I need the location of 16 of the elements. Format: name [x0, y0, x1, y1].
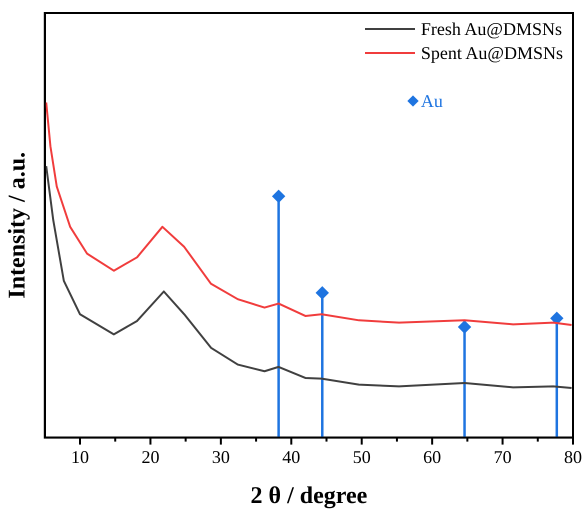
x-tick-label: 20 — [141, 447, 160, 468]
x-tick-label: 10 — [71, 447, 90, 468]
x-tick-label: 80 — [564, 447, 582, 468]
legend-label: Au — [420, 90, 443, 112]
point — [272, 190, 286, 203]
legend-label: Fresh Au@DMSNs — [420, 18, 562, 40]
x-tick-label: 50 — [352, 447, 371, 468]
x-tick-label: 40 — [282, 447, 300, 468]
x-tick-label: 70 — [494, 447, 512, 468]
x-tick-label: 60 — [423, 447, 442, 468]
legend-label: Spent Au@DMSNs — [420, 42, 563, 64]
x-axis-title: 2 θ / degree — [250, 482, 368, 509]
point — [316, 286, 329, 300]
y-axis-title: Intensity / a.u. — [4, 152, 31, 299]
point — [458, 320, 472, 334]
x-tick-label: 30 — [212, 447, 230, 468]
